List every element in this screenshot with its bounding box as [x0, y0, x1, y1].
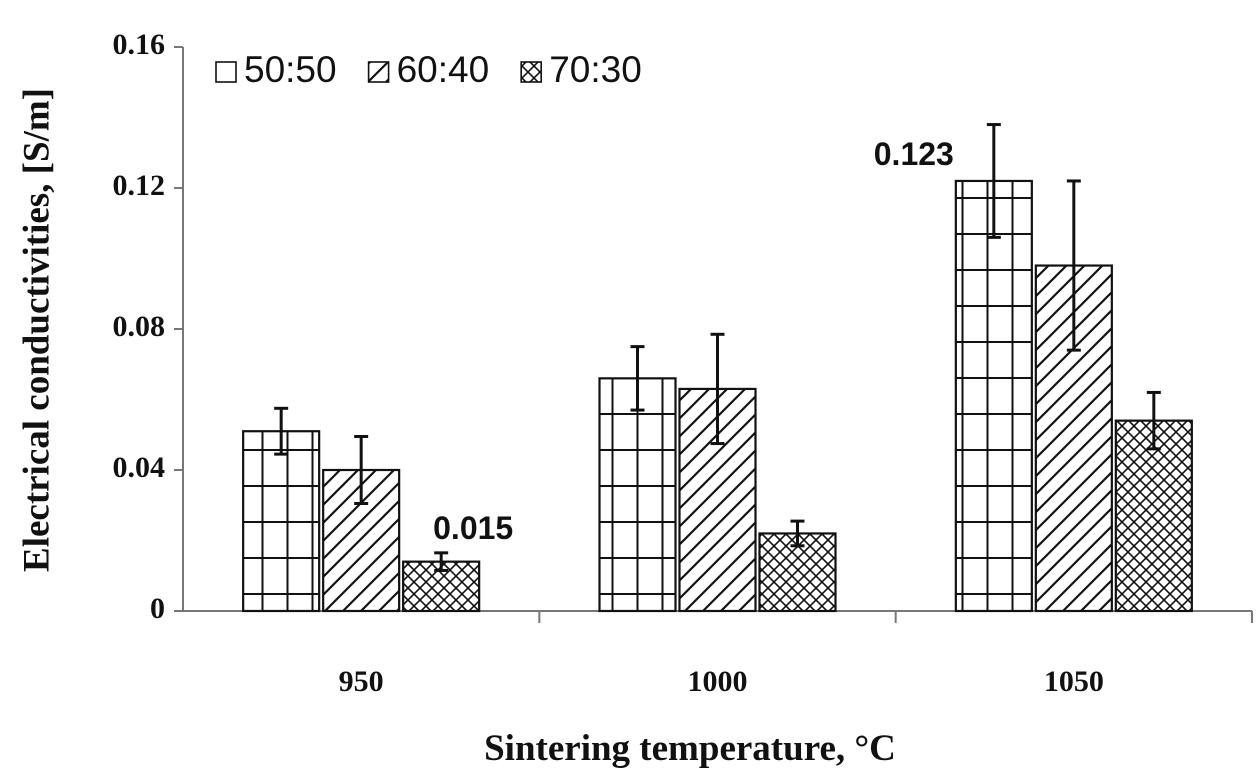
legend-label-70-30: 70:30	[549, 49, 642, 90]
legend-swatch-70-30	[520, 61, 542, 83]
error-bar-60-40-1000	[710, 332, 725, 446]
y-tick-label: 0	[150, 592, 165, 625]
bar-50-50-1050	[954, 179, 1033, 613]
x-tick-label: 1000	[688, 665, 748, 698]
legend-label-60-40: 60:40	[397, 49, 490, 90]
y-tick-label: 0.16	[113, 28, 166, 61]
error-bar-50-50-950	[274, 406, 289, 456]
error-bar-70-30-1000	[790, 519, 805, 548]
bar-50-50-1000	[598, 377, 677, 613]
legend-label-50-50: 50:50	[244, 49, 337, 90]
legend-swatch-60-40	[367, 61, 390, 83]
x-tick-label: 950	[339, 665, 384, 698]
y-axis-title: Electrical conductivities, [S/m]	[16, 88, 57, 572]
data-label-0-123: 0.123	[874, 136, 954, 172]
bar-50-50-950	[242, 430, 321, 613]
legend: 50:50 60:40 70:30	[215, 49, 642, 90]
error-bar-70-30-1050	[1146, 390, 1161, 451]
error-bar-60-40-1050	[1066, 179, 1081, 352]
x-tick-label: 1050	[1044, 665, 1104, 698]
y-tick-label: 0.08	[113, 310, 166, 343]
data-label-0-015: 0.015	[433, 510, 513, 546]
bar-70-30-1050	[1114, 419, 1193, 613]
error-bar-70-30-950	[434, 551, 449, 572]
x-axis-title: Sintering temperature, °C	[484, 728, 896, 769]
y-tick-label: 0.12	[113, 169, 166, 202]
y-tick-label: 0.04	[113, 451, 166, 484]
legend-swatch-50-50	[215, 61, 237, 83]
error-bar-60-40-950	[354, 435, 369, 505]
error-bar-50-50-1050	[986, 123, 1001, 239]
error-bar-50-50-1000	[630, 345, 645, 412]
